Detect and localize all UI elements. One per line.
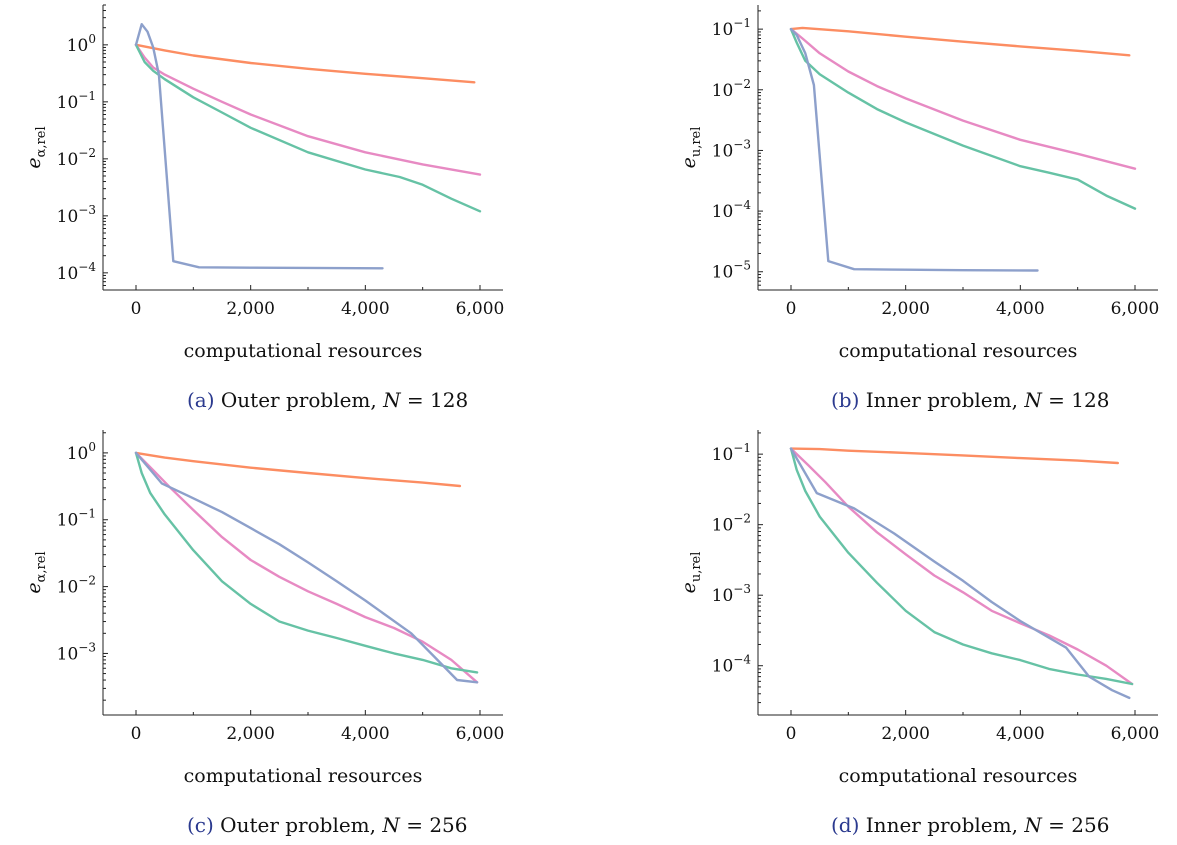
y-tick-label: 10−1 <box>712 441 751 465</box>
y-tick-label: 10−5 <box>712 259 751 283</box>
y-axis-label: eα,rel <box>23 126 49 168</box>
x-axis-label: computational resources <box>184 340 423 362</box>
y-tick-label: 10−3 <box>712 137 751 161</box>
y-tick-label: 10−4 <box>712 198 752 222</box>
series-line-4 <box>789 27 1039 272</box>
y-axis-label: eu,rel <box>678 127 704 169</box>
x-tick-label: 4,000 <box>341 724 390 744</box>
x-tick-label: 6,000 <box>1111 299 1160 319</box>
y-tick-label: 10−3 <box>57 203 96 227</box>
panel-caption: (a) Outer problem, N = 128 <box>187 388 468 412</box>
x-tick-label: 0 <box>131 299 142 319</box>
series-line-1 <box>134 43 476 84</box>
y-tick-label: 10−4 <box>57 260 97 284</box>
y-tick-label: 10−3 <box>57 640 96 664</box>
series-line-1 <box>789 447 1120 465</box>
x-axis-label: computational resources <box>839 765 1078 787</box>
x-tick-label: 0 <box>131 724 142 744</box>
series-line-3 <box>789 27 1137 210</box>
y-tick-label: 10−1 <box>712 16 751 40</box>
series-line-2 <box>789 27 1137 170</box>
y-tick-label: 10−2 <box>712 77 751 101</box>
y-tick-label: 10−2 <box>57 574 96 598</box>
x-tick-label: 6,000 <box>456 724 505 744</box>
series-line-2 <box>789 447 1134 686</box>
y-tick-label: 10−4 <box>712 653 752 677</box>
y-tick-label: 10−3 <box>712 582 751 606</box>
y-tick-label: 100 <box>67 440 96 464</box>
x-tick-label: 2,000 <box>881 299 930 319</box>
series-line-1 <box>134 451 462 488</box>
series-line-1 <box>789 26 1131 57</box>
series-line-2 <box>134 43 482 176</box>
x-tick-label: 2,000 <box>226 724 275 744</box>
y-tick-label: 10−2 <box>712 512 751 536</box>
chart-panel-3: 100 10−1 10−2 10−3 0 2,000 4,000 6,000 computati… <box>23 430 504 837</box>
series-line-3 <box>134 43 482 213</box>
x-tick-label: 2,000 <box>226 299 275 319</box>
x-tick-label: 4,000 <box>996 724 1045 744</box>
y-tick-label: 10−1 <box>57 89 96 113</box>
x-tick-label: 6,000 <box>456 299 505 319</box>
y-axis-label: eu,rel <box>678 552 704 594</box>
x-tick-label: 2,000 <box>881 724 930 744</box>
chart-panel-2: 10−1 10−2 10−3 10−4 10−5 0 2,000 4,000 6,000 comp… <box>678 5 1159 412</box>
y-tick-label: 100 <box>67 32 96 56</box>
chart-panel-1: 100 10−1 10−2 10−3 10−4 0 2,000 4,000 6,000 compu… <box>23 4 505 412</box>
x-tick-label: 4,000 <box>341 299 390 319</box>
x-tick-label: 4,000 <box>996 299 1045 319</box>
y-tick-label: 10−1 <box>57 507 96 531</box>
x-tick-label: 6,000 <box>1111 724 1160 744</box>
panel-caption: (b) Inner problem, N = 128 <box>831 388 1109 412</box>
series-line-3 <box>134 451 479 674</box>
x-axis-label: computational resources <box>184 765 423 787</box>
x-tick-label: 0 <box>786 724 797 744</box>
panel-caption: (d) Inner problem, N = 256 <box>831 813 1109 837</box>
y-tick-label: 10−2 <box>57 146 96 170</box>
panel-caption: (c) Outer problem, N = 256 <box>187 813 468 837</box>
series-line-4 <box>134 451 479 684</box>
x-tick-label: 0 <box>786 299 797 319</box>
series-line-4 <box>789 447 1131 700</box>
chart-panel-4: 10−1 10−2 10−3 10−4 0 2,000 4,000 6,000 computat… <box>678 430 1159 837</box>
series-line-3 <box>789 447 1134 686</box>
x-axis-label: computational resources <box>839 340 1078 362</box>
series-line-4 <box>134 23 384 270</box>
y-axis-label: eα,rel <box>23 551 49 593</box>
